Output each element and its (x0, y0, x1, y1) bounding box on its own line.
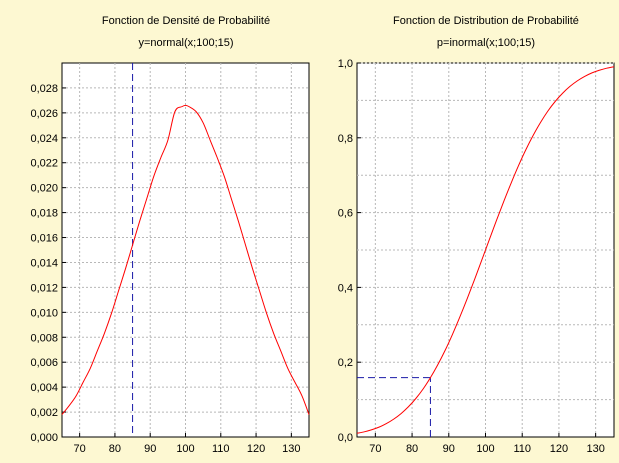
cdf-y-tick-label: 0,6 (338, 208, 353, 220)
density-y-tick-label: 0,004 (30, 382, 58, 394)
density-y-axis: 0,000 0,002 0,004 0,006 0,008 0,010 0,012 0,014… (30, 83, 66, 444)
cdf-y-tick-label: 0,4 (338, 282, 353, 294)
density-y-tick-label: 0,022 (30, 158, 58, 170)
density-series-line (61, 104, 310, 415)
cdf-x-tick-label: 70 (369, 443, 381, 455)
density-y-tick-label: 0,028 (30, 83, 58, 95)
density-chart-panel: Fonction de Densité de Probabilité y=nor… (30, 15, 310, 455)
cdf-chart-title: Fonction de Distribution de Probabilité (393, 15, 579, 27)
density-y-tick-label: 0,006 (30, 357, 58, 369)
cdf-y-axis: 0,0 0,2 0,4 0,6 0,8 1,0 (338, 58, 361, 444)
cdf-x-axis: 70 80 90 100 110 120 130 (369, 433, 605, 455)
density-plot-area (61, 62, 310, 438)
cdf-y-tick-label: 1,0 (338, 58, 353, 70)
cdf-x-tick-label: 100 (476, 443, 494, 455)
cdf-x-tick-label: 90 (443, 443, 455, 455)
density-y-tick-label: 0,026 (30, 108, 58, 120)
cdf-y-tick-label: 0,2 (338, 357, 353, 369)
density-x-tick-label: 90 (144, 443, 156, 455)
cdf-x-tick-label: 80 (406, 443, 418, 455)
density-y-tick-label: 0,020 (30, 183, 58, 195)
density-y-tick-label: 0,008 (30, 332, 58, 344)
cdf-y-tick-label: 0,0 (338, 432, 353, 444)
cdf-chart-subtitle: p=inormal(x;100;15) (437, 37, 535, 49)
cdf-x-tick-label: 110 (513, 443, 531, 455)
density-x-axis: 70 80 90 100 110 120 130 (74, 433, 301, 455)
density-y-tick-label: 0,012 (30, 282, 58, 294)
density-chart-subtitle: y=normal(x;100;15) (138, 37, 233, 49)
density-y-tick-label: 0,010 (30, 307, 58, 319)
density-y-tick-label: 0,016 (30, 233, 58, 245)
cdf-x-tick-label: 130 (586, 443, 604, 455)
cdf-series-line (356, 66, 615, 434)
density-x-tick-label: 130 (282, 443, 300, 455)
density-x-tick-label: 80 (109, 443, 121, 455)
density-y-tick-label: 0,002 (30, 407, 58, 419)
density-y-tick-label: 0,018 (30, 208, 58, 220)
cdf-series (356, 66, 615, 434)
density-x-tick-label: 110 (212, 443, 230, 455)
cdf-y-tick-label: 0,8 (338, 133, 353, 145)
density-series (61, 104, 310, 415)
density-chart-title: Fonction de Densité de Probabilité (102, 15, 270, 27)
cdf-chart-panel: Fonction de Distribution de Probabilité … (338, 15, 615, 455)
density-x-tick-label: 100 (176, 443, 194, 455)
density-y-tick-label: 0,014 (30, 257, 58, 269)
cdf-x-tick-label: 120 (550, 443, 568, 455)
density-gridlines (62, 63, 309, 437)
density-x-tick-label: 120 (247, 443, 265, 455)
density-y-tick-label: 0,000 (30, 432, 58, 444)
density-y-tick-label: 0,024 (30, 133, 58, 145)
cdf-reference-lines (357, 377, 431, 437)
density-x-tick-label: 70 (74, 443, 86, 455)
